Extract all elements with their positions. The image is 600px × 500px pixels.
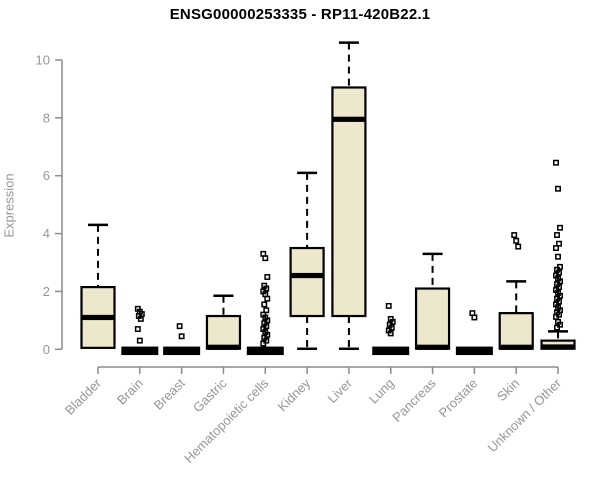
x-tick-label: Pancreas (389, 375, 439, 425)
y-tick-label: 4 (43, 226, 50, 241)
box-lung (372, 346, 410, 356)
outlier-point-skin (515, 243, 522, 250)
box-brain (121, 346, 159, 356)
box-breast (163, 346, 201, 356)
outlier-point-unknown-other (555, 253, 561, 260)
outlier-point-breast (176, 323, 183, 330)
x-tick-label: Kidney (275, 375, 314, 414)
x-tick-label: Breast (151, 375, 188, 412)
outlier-point-lung (385, 302, 392, 309)
median-liver (333, 116, 365, 122)
outlier-point-lung (387, 330, 394, 337)
outlier-point-hematopoietic-cells (263, 307, 270, 314)
box-gastric (205, 314, 242, 350)
outlier-point-brain (134, 326, 141, 332)
box-hematopoietic-cells (246, 346, 284, 356)
outlier-point-skin (511, 232, 518, 238)
outlier-point-hematopoietic-cells (261, 301, 268, 308)
x-tick-label: Unknown / Other (485, 375, 565, 455)
x-tick-label: Gastric (190, 375, 230, 415)
outlier-point-unknown-other (554, 232, 560, 238)
outlier-point-breast (178, 333, 185, 340)
box-liver (331, 86, 367, 318)
median-pancreas (417, 344, 449, 350)
x-tick-label: Brain (114, 376, 146, 408)
box-skin (498, 312, 534, 350)
outlier-point-skin (513, 237, 520, 244)
outlier-point-unknown-other (553, 159, 559, 166)
x-tick-label: Prostate (436, 376, 481, 421)
y-tick-label: 2 (43, 284, 50, 299)
x-tick-label: Liver (325, 375, 356, 406)
box-pancreas (414, 287, 451, 350)
chart-title: ENSG00000253335 - RP11-420B22.1 (169, 6, 431, 23)
box-kidney (289, 246, 325, 318)
median-skin (500, 344, 532, 350)
outlier-point-prostate (471, 314, 478, 321)
x-tick-label: Lung (366, 376, 397, 407)
outlier-point-unknown-other (553, 313, 559, 320)
outlier-point-unknown-other (556, 240, 562, 247)
median-gastric (207, 344, 239, 350)
outlier-point-unknown-other (553, 245, 559, 251)
y-tick-label: 10 (36, 53, 50, 68)
outlier-point-brain (137, 315, 144, 322)
outlier-point-unknown-other (555, 185, 561, 192)
median-unknown-other (542, 344, 574, 350)
median-bladder (82, 314, 114, 321)
outlier-point-hematopoietic-cells (260, 340, 267, 347)
outlier-point-brain (136, 337, 143, 344)
x-tick-label: Skin (494, 376, 522, 404)
outlier-point-hematopoietic-cells (264, 295, 271, 302)
outlier-point-unknown-other (554, 324, 560, 331)
x-tick-label: Bladder (62, 375, 105, 418)
outlier-point-unknown-other (557, 224, 563, 231)
box-prostate (455, 346, 493, 356)
outlier-point-hematopoietic-cells (264, 274, 271, 280)
median-kidney (291, 272, 323, 279)
outlier-point-hematopoietic-cells (262, 255, 269, 262)
y-tick-label: 6 (43, 168, 50, 183)
y-tick-label: 0 (43, 342, 50, 357)
y-tick-label: 8 (43, 110, 50, 125)
